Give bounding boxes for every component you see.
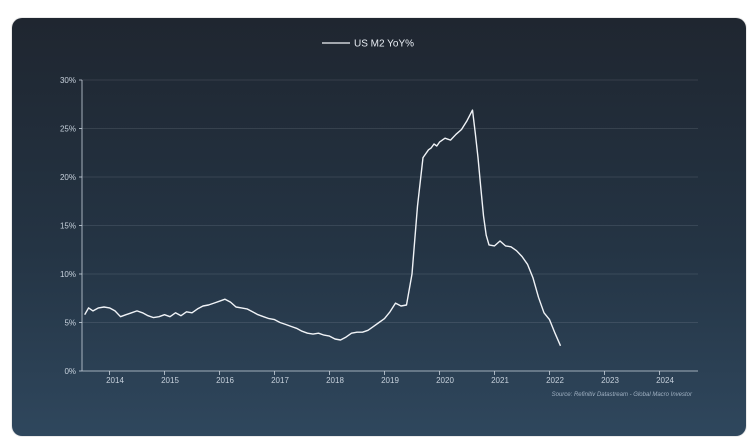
x-tick-label: 2023 — [601, 376, 619, 385]
x-tick-label: 2020 — [436, 376, 454, 385]
y-tick-label: 25% — [60, 125, 76, 134]
x-tick-label: 2019 — [381, 376, 399, 385]
x-tick-label: 2017 — [271, 376, 289, 385]
x-tick-label: 2014 — [106, 376, 124, 385]
chart-card: 0% 5% 10% 15% 20% 25% 30% 2014 2015 2016 2017 2018… — [12, 18, 746, 436]
y-tick-label: 5% — [64, 319, 76, 328]
source-note: Source: Refinitiv Datastream - Global Ma… — [552, 392, 693, 398]
x-tick-label: 2018 — [326, 376, 344, 385]
line-chart: 0% 5% 10% 15% 20% 25% 30% 2014 2015 2016 2017 2018… — [60, 39, 698, 398]
x-tick-label: 2016 — [216, 376, 234, 385]
y-tick-label: 0% — [64, 367, 76, 376]
x-tick-label: 2021 — [491, 376, 509, 385]
x-tick-label: 2024 — [656, 376, 674, 385]
legend-label: US M2 YoY% — [354, 39, 414, 50]
series-line — [84, 109, 562, 347]
y-tick-label: 20% — [60, 173, 76, 182]
x-tick-label: 2022 — [546, 376, 564, 385]
y-axis-ticks: 0% 5% 10% 15% 20% 25% 30% — [60, 76, 82, 376]
x-tick-label: 2015 — [161, 376, 179, 385]
x-axis-ticks: 2014 2015 2016 2017 2018 2019 2020 2021 2022 2023… — [106, 371, 674, 385]
series-group — [84, 109, 562, 347]
legend: US M2 YoY% — [322, 39, 414, 50]
y-tick-label: 15% — [60, 222, 76, 231]
y-tick-label: 10% — [60, 270, 76, 279]
gridlines — [82, 79, 698, 323]
y-tick-label: 30% — [60, 76, 76, 85]
